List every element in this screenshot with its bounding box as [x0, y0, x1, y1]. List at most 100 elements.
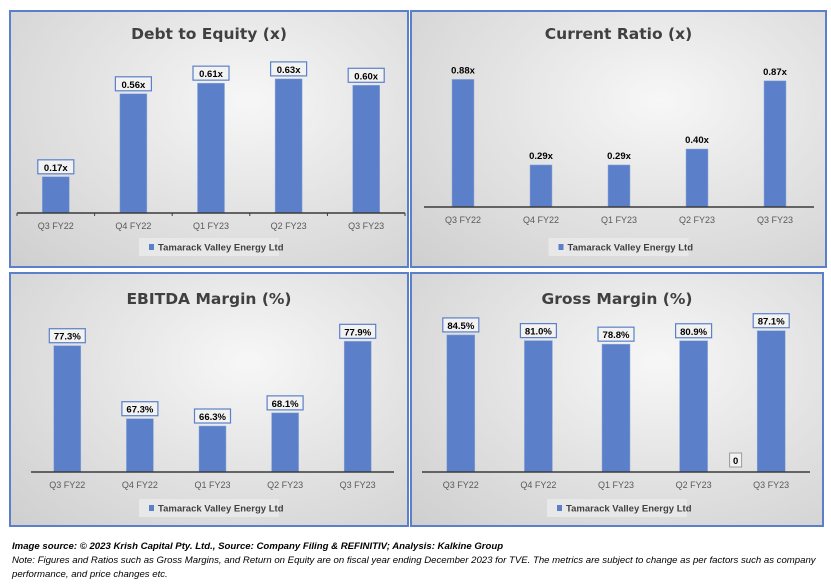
legend-label: Tamarack Valley Energy Ltd: [158, 504, 284, 515]
bar: [756, 330, 786, 473]
current-ratio-svg: Current Ratio (x) 0.88x Q3 FY22 0.29x Q4 FY2…: [424, 25, 814, 256]
data-label-box: [339, 323, 377, 339]
data-label-box: [270, 61, 308, 77]
x-tick-label: Q2 FY23: [267, 480, 303, 490]
bar: [42, 176, 70, 214]
bar: [601, 343, 631, 473]
x-tick-label: Q4 FY22: [523, 215, 559, 225]
bar: [451, 79, 475, 208]
x-tick-label: Q4 FY22: [122, 480, 158, 490]
bar: [126, 418, 154, 473]
x-tick-label: Q1 FY23: [601, 215, 637, 225]
legend-box: [139, 499, 279, 517]
gross-margin-svg: Gross Margin (%) 84.5% Q3 FY22 81.0% Q4 FY22…: [422, 290, 810, 517]
legend-label: Tamarack Valley Energy Ltd: [158, 243, 284, 254]
x-tick-label: Q3 FY22: [38, 221, 74, 231]
data-label: 78.8%: [603, 330, 630, 341]
x-tick-label: Q2 FY23: [271, 221, 307, 231]
chart-title: Debt to Equity (x): [131, 25, 287, 43]
x-tick-label: Q3 FY23: [348, 221, 384, 231]
x-tick-label: Q3 FY22: [443, 480, 479, 490]
data-label: 0.87x: [763, 67, 787, 78]
gross-margin-chart: Gross Margin (%) 84.5% Q3 FY22 81.0% Q4 FY22…: [410, 272, 824, 527]
x-tick-label: Q2 FY23: [676, 480, 712, 490]
footer: Image source: © 2023 Krish Capital Pty. …: [12, 540, 827, 582]
data-label: 0.56x: [122, 80, 146, 91]
x-tick-label: Q1 FY23: [598, 480, 634, 490]
annotation-label: 0: [733, 456, 738, 467]
note-text: Note: Figures and Ratios such as Gross M…: [12, 555, 816, 580]
chart-title: Current Ratio (x): [545, 25, 692, 43]
data-label: 68.1%: [272, 399, 299, 410]
data-label: 66.3%: [199, 412, 226, 423]
legend-swatch: [557, 505, 562, 511]
data-label-box: [192, 65, 230, 81]
data-label: 80.9%: [680, 327, 707, 338]
data-label: 84.5%: [447, 321, 474, 332]
data-label: 87.1%: [758, 317, 785, 328]
x-tick-label: Q3 FY23: [753, 480, 789, 490]
data-label-box: [193, 408, 232, 424]
data-label: 0.63x: [277, 65, 301, 76]
legend-label: Tamarack Valley Energy Ltd: [568, 243, 694, 254]
ebitda-margin-chart: EBITDA Margin (%) 77.3% Q3 FY22 67.3% Q4 FY2…: [9, 272, 409, 527]
bar: [763, 80, 787, 208]
image-source-text: Image source: © 2023 Krish Capital Pty. …: [12, 541, 504, 552]
x-tick-label: Q1 FY23: [194, 480, 230, 490]
data-label-box: [519, 322, 558, 339]
legend-swatch: [149, 244, 154, 250]
data-label: 0.29x: [529, 151, 553, 162]
data-label: 0.40x: [685, 135, 709, 146]
chart-title: Gross Margin (%): [542, 290, 693, 308]
current-ratio-chart: Current Ratio (x) 0.88x Q3 FY22 0.29x Q4 FY2…: [410, 10, 827, 268]
legend-box: [547, 499, 687, 517]
legend-swatch: [149, 505, 154, 511]
data-label-box: [752, 313, 790, 329]
legend-label: Tamarack Valley Energy Ltd: [566, 504, 692, 515]
bar: [352, 85, 380, 214]
debt-to-equity-svg: Debt to Equity (x) 0.17x Q3 FY22 0.56x Q4 FY…: [16, 25, 406, 256]
bar: [119, 93, 148, 214]
data-label-box: [597, 326, 635, 342]
bar: [271, 412, 299, 473]
data-label: 81.0%: [525, 327, 552, 338]
data-label-box: [48, 328, 86, 344]
bar: [685, 148, 709, 208]
data-label: 0.61x: [199, 69, 223, 80]
data-label: 0.17x: [44, 163, 68, 174]
data-label-box: [121, 401, 159, 417]
annotation-box: [729, 452, 743, 468]
legend-swatch: [558, 244, 564, 250]
x-tick-label: Q3 FY23: [340, 480, 376, 490]
data-label: 0.29x: [607, 151, 631, 162]
data-label: 77.9%: [344, 327, 371, 338]
x-tick-label: Q1 FY23: [193, 221, 229, 231]
x-tick-label: Q4 FY22: [115, 221, 151, 231]
bar: [529, 164, 553, 208]
bar: [679, 340, 708, 473]
legend-box: [548, 238, 689, 256]
bar: [198, 425, 227, 473]
debt-to-equity-chart: Debt to Equity (x) 0.17x Q3 FY22 0.56x Q4 FY…: [9, 10, 409, 268]
bar: [446, 334, 476, 473]
bar: [274, 78, 303, 214]
data-label: 0.60x: [354, 71, 378, 82]
x-tick-label: Q4 FY22: [520, 480, 556, 490]
x-tick-label: Q3 FY22: [49, 480, 85, 490]
bar: [607, 164, 631, 208]
data-label-box: [37, 159, 75, 175]
data-label: 77.3%: [54, 332, 81, 343]
x-tick-label: Q3 FY22: [445, 215, 481, 225]
data-label-box: [442, 317, 480, 333]
x-tick-label: Q2 FY23: [679, 215, 715, 225]
ebitda-margin-svg: EBITDA Margin (%) 77.3% Q3 FY22 67.3% Q4 FY2…: [31, 290, 394, 517]
bar: [53, 345, 82, 473]
chart-title: EBITDA Margin (%): [126, 290, 291, 308]
data-label: 67.3%: [126, 405, 153, 416]
data-label-box: [266, 395, 304, 411]
data-label-box: [675, 323, 713, 339]
bar: [524, 340, 553, 473]
data-label-box: [347, 67, 385, 83]
bar: [343, 341, 372, 473]
x-tick-label: Q3 FY23: [757, 215, 793, 225]
